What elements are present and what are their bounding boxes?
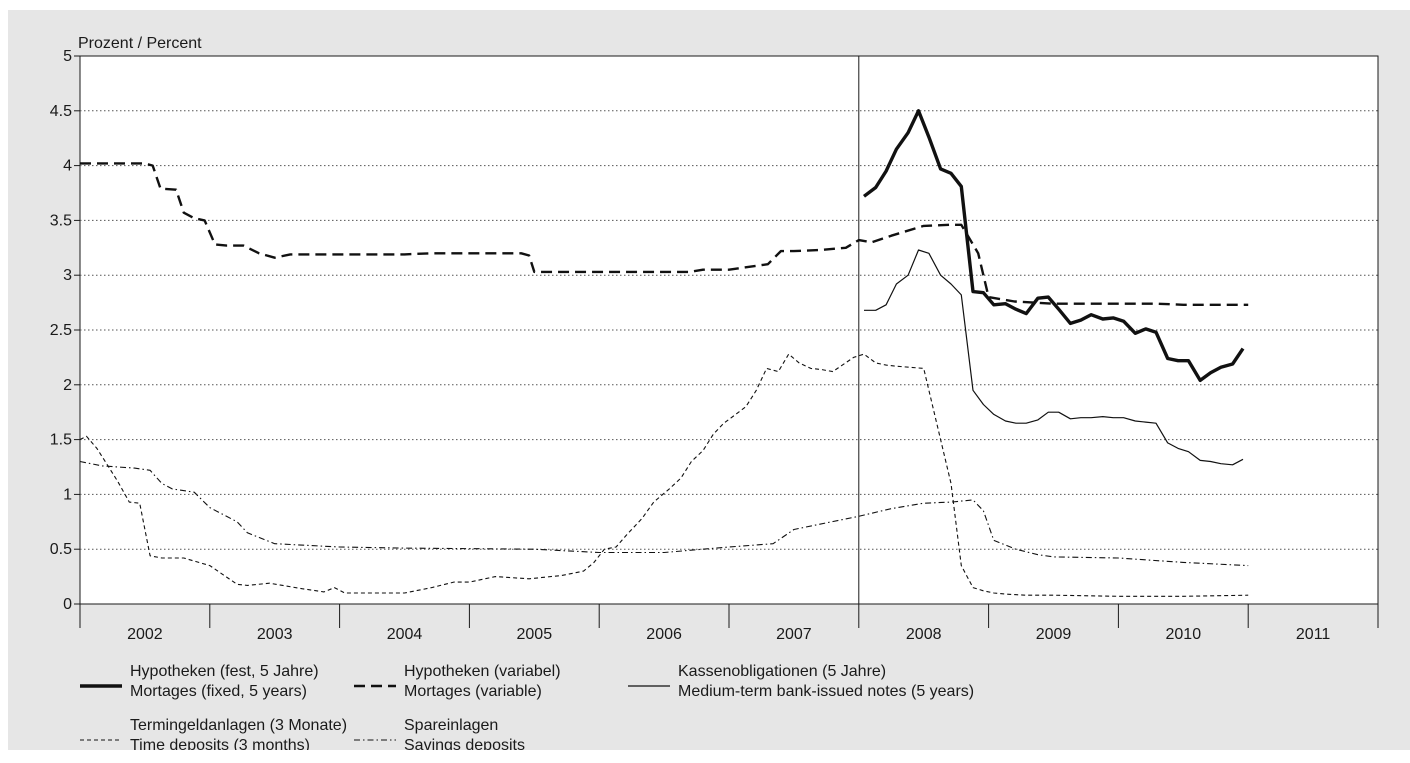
- legend-label: Hypotheken (fest, 5 Jahre): [130, 663, 319, 680]
- legend-label-en: Savings deposits: [404, 737, 525, 750]
- y-tick-label: 3: [63, 267, 72, 284]
- x-tick-label: 2008: [906, 626, 942, 643]
- legend-label-en: Mortages (variable): [404, 683, 542, 700]
- series-line-5: [79, 460, 1249, 567]
- legend-label-en: Mortages (fixed, 5 years): [130, 683, 307, 700]
- y-tick-label: 2.5: [50, 322, 72, 339]
- y-tick-label: 1.5: [50, 432, 72, 449]
- y-axis-label: Prozent / Percent: [78, 35, 202, 52]
- legend-label: Termingeldanlagen (3 Monate): [130, 717, 347, 734]
- x-tick-label: 2007: [776, 626, 812, 643]
- legend-label-en: Time deposits (3 months): [130, 737, 310, 750]
- y-tick-label: 0: [63, 596, 72, 613]
- legend-label: Hypotheken (variabel): [404, 663, 561, 680]
- series-line-2: [80, 162, 1249, 306]
- x-tick-label: 2002: [127, 626, 163, 643]
- series-line-1: [862, 109, 1245, 383]
- legend-label-en: Medium-term bank-issued notes (5 years): [678, 683, 974, 700]
- axes: 0 0.5 1 1.5 2 2.5 3 3.5 4 4.5 5 2002 2003 2004 2005 200…: [50, 48, 1379, 643]
- series-line-4: [79, 353, 1249, 597]
- y-tick-label: 1: [63, 486, 72, 503]
- legend-label: Spareinlagen: [404, 717, 498, 734]
- x-tick-label: 2005: [517, 626, 553, 643]
- y-tick-label: 2: [63, 377, 72, 394]
- y-tick-label: 4: [63, 158, 72, 175]
- legend: Hypotheken (fest, 5 Jahre) Mortages (fixe…: [80, 663, 974, 750]
- y-tick-label: 5: [63, 48, 72, 65]
- x-tick-label: 2009: [1036, 626, 1072, 643]
- x-tick-label: 2004: [387, 626, 423, 643]
- y-tick-label: 4.5: [50, 103, 72, 120]
- grid-lines: [80, 110, 1378, 550]
- x-tick-label: 2003: [257, 626, 293, 643]
- chart-panel: 0 0.5 1 1.5 2 2.5 3 3.5 4 4.5 5 2002 2003 2004 2005 200…: [8, 10, 1410, 750]
- chart-svg: 0 0.5 1 1.5 2 2.5 3 3.5 4 4.5 5 2002 2003 2004 2005 200…: [8, 10, 1410, 750]
- y-tick-label: 0.5: [50, 541, 72, 558]
- legend-label: Kassenobligationen (5 Jahre): [678, 663, 886, 680]
- x-tick-label: 2011: [1296, 626, 1331, 643]
- series-line-3: [864, 249, 1244, 466]
- y-tick-label: 3.5: [50, 212, 72, 229]
- x-tick-label: 2010: [1166, 626, 1202, 643]
- series-lines: [79, 109, 1249, 597]
- x-tick-label: 2006: [646, 626, 682, 643]
